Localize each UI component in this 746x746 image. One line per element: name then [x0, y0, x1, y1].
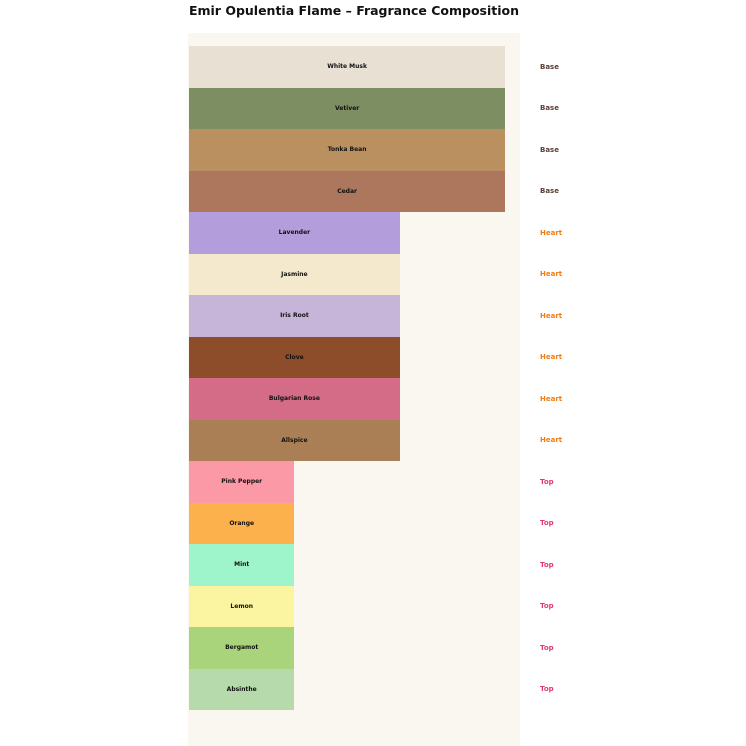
note-label: Vetiver: [334, 104, 360, 112]
note-label: Clove: [285, 353, 304, 361]
tier-label-heart: Heart: [540, 353, 563, 362]
note-label: White Musk: [327, 63, 367, 71]
tier-label-top: Top: [540, 643, 554, 652]
note-label: Pink Pepper: [221, 478, 263, 486]
tier-label-top: Top: [540, 560, 554, 569]
note-label: Jasmine: [281, 270, 308, 278]
note-bar-mint: Mint: [189, 544, 295, 586]
note-label: Bergamot: [225, 644, 259, 652]
tier-label-heart: Heart: [540, 394, 563, 403]
note-label: Iris Root: [280, 312, 309, 320]
tier-label-heart: Heart: [540, 436, 563, 445]
tier-label-top: Top: [540, 685, 554, 694]
note-bar-bergamot: Bergamot: [189, 627, 295, 669]
tier-label-top: Top: [540, 519, 554, 528]
tier-label-base: Base: [540, 104, 559, 113]
note-bar-cedar: Cedar: [189, 170, 506, 212]
note-bar-pink-pepper: Pink Pepper: [189, 461, 295, 503]
note-bar-absinthe: Absinthe: [189, 668, 295, 710]
note-bar-jasmine: Jasmine: [189, 253, 400, 295]
tier-label-heart: Heart: [540, 311, 563, 320]
note-bar-orange: Orange: [189, 502, 295, 544]
note-bar-lavender: Lavender: [189, 212, 400, 254]
note-bar-iris-root: Iris Root: [189, 295, 400, 337]
note-bar-allspice: Allspice: [189, 419, 400, 461]
note-label: Orange: [229, 519, 255, 527]
tier-label-top: Top: [540, 477, 554, 486]
note-bar-bulgarian-rose: Bulgarian Rose: [189, 378, 400, 420]
tier-label-base: Base: [540, 145, 559, 154]
note-bar-tonka-bean: Tonka Bean: [189, 129, 506, 171]
note-label: Allspice: [281, 436, 308, 444]
note-bar-lemon: Lemon: [189, 585, 295, 627]
note-bar-clove: Clove: [189, 336, 400, 378]
note-label: Lemon: [230, 602, 253, 610]
note-label: Mint: [234, 561, 250, 569]
note-label: Tonka Bean: [327, 146, 367, 154]
note-bar-white-musk: White Musk: [189, 46, 506, 88]
note-label: Cedar: [337, 187, 357, 195]
note-bar-vetiver: Vetiver: [189, 87, 506, 129]
tier-label-base: Base: [540, 187, 559, 196]
chart-title: Emir Opulentia Flame – Fragrance Composi…: [188, 3, 520, 18]
note-label: Absinthe: [226, 685, 257, 693]
tier-label-heart: Heart: [540, 270, 563, 279]
tier-label-base: Base: [540, 62, 559, 71]
note-label: Lavender: [278, 229, 311, 237]
tier-label-top: Top: [540, 602, 554, 611]
tier-label-heart: Heart: [540, 228, 563, 237]
note-label: Bulgarian Rose: [268, 395, 320, 403]
